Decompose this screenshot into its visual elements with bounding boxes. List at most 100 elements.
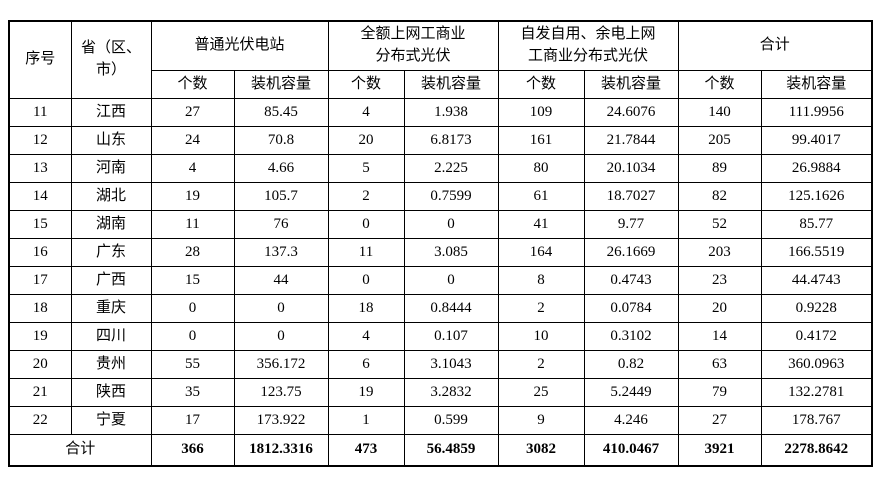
cell-value: 80 bbox=[497, 154, 585, 183]
total-value: 56.4859 bbox=[403, 434, 499, 467]
cell-value: 140 bbox=[677, 98, 762, 127]
cell-value: 0 bbox=[327, 210, 405, 239]
cell-value: 10 bbox=[497, 322, 585, 351]
cell-value: 9 bbox=[497, 406, 585, 435]
cell-province: 河南 bbox=[70, 154, 152, 183]
header-group-ordinary-pv: 普通光伏电站 bbox=[150, 20, 329, 71]
cell-value: 2 bbox=[497, 294, 585, 323]
header-group-full-grid-pv: 全额上网工商业 分布式光伏 bbox=[327, 20, 499, 71]
cell-value: 99.4017 bbox=[760, 126, 873, 155]
table-header: 序号 省（区、 市） 普通光伏电站 全额上网工商业 分布式光伏 自发自用、余电上… bbox=[8, 20, 873, 99]
cell-value: 0.599 bbox=[403, 406, 499, 435]
cell-index: 17 bbox=[8, 266, 72, 295]
cell-value: 44.4743 bbox=[760, 266, 873, 295]
cell-value: 3.085 bbox=[403, 238, 499, 267]
cell-value: 70.8 bbox=[233, 126, 329, 155]
sub-header-count: 个数 bbox=[327, 70, 405, 99]
cell-province: 陕西 bbox=[70, 378, 152, 407]
cell-value: 356.172 bbox=[233, 350, 329, 379]
cell-value: 85.45 bbox=[233, 98, 329, 127]
cell-index: 19 bbox=[8, 322, 72, 351]
cell-value: 2 bbox=[327, 182, 405, 211]
cell-value: 0 bbox=[403, 210, 499, 239]
header-cell-index: 序号 bbox=[8, 20, 72, 99]
cell-value: 132.2781 bbox=[760, 378, 873, 407]
cell-index: 20 bbox=[8, 350, 72, 379]
cell-value: 4.66 bbox=[233, 154, 329, 183]
total-row: 合计 366 1812.3316 473 56.4859 3082 410.0467 3921… bbox=[8, 434, 873, 467]
table-row: 12 山东 24 70.8 20 6.8173 161 21.7844 205 99.4017 bbox=[8, 126, 873, 155]
cell-value: 23 bbox=[677, 266, 762, 295]
sub-header-capacity: 装机容量 bbox=[403, 70, 499, 99]
table-row: 22 宁夏 17 173.922 1 0.599 9 4.246 27 178.767 bbox=[8, 406, 873, 435]
cell-value: 19 bbox=[327, 378, 405, 407]
cell-value: 18.7027 bbox=[583, 182, 679, 211]
cell-value: 0.0784 bbox=[583, 294, 679, 323]
table-row: 20 贵州 55 356.172 6 3.1043 2 0.82 63 360.0963 bbox=[8, 350, 873, 379]
cell-value: 18 bbox=[327, 294, 405, 323]
cell-value: 27 bbox=[677, 406, 762, 435]
table-row: 21 陕西 35 123.75 19 3.2832 25 5.2449 79 132.2781 bbox=[8, 378, 873, 407]
cell-value: 28 bbox=[150, 238, 235, 267]
cell-value: 4 bbox=[150, 154, 235, 183]
cell-value: 4 bbox=[327, 322, 405, 351]
cell-province: 江西 bbox=[70, 98, 152, 127]
cell-value: 161 bbox=[497, 126, 585, 155]
cell-value: 0 bbox=[233, 322, 329, 351]
cell-value: 63 bbox=[677, 350, 762, 379]
cell-value: 0 bbox=[403, 266, 499, 295]
cell-value: 3.2832 bbox=[403, 378, 499, 407]
cell-value: 109 bbox=[497, 98, 585, 127]
sub-header-count: 个数 bbox=[677, 70, 762, 99]
cell-value: 166.5519 bbox=[760, 238, 873, 267]
cell-value: 3.1043 bbox=[403, 350, 499, 379]
cell-value: 137.3 bbox=[233, 238, 329, 267]
cell-province: 山东 bbox=[70, 126, 152, 155]
cell-value: 205 bbox=[677, 126, 762, 155]
cell-value: 61 bbox=[497, 182, 585, 211]
cell-value: 0.4172 bbox=[760, 322, 873, 351]
cell-value: 79 bbox=[677, 378, 762, 407]
cell-value: 0 bbox=[150, 322, 235, 351]
cell-value: 0.8444 bbox=[403, 294, 499, 323]
sub-header-capacity: 装机容量 bbox=[583, 70, 679, 99]
cell-value: 89 bbox=[677, 154, 762, 183]
cell-value: 20.1034 bbox=[583, 154, 679, 183]
cell-value: 82 bbox=[677, 182, 762, 211]
pv-stations-table: 序号 省（区、 市） 普通光伏电站 全额上网工商业 分布式光伏 自发自用、余电上… bbox=[8, 20, 874, 467]
cell-value: 5 bbox=[327, 154, 405, 183]
cell-index: 14 bbox=[8, 182, 72, 211]
cell-value: 173.922 bbox=[233, 406, 329, 435]
cell-value: 203 bbox=[677, 238, 762, 267]
cell-province: 四川 bbox=[70, 322, 152, 351]
cell-value: 35 bbox=[150, 378, 235, 407]
cell-value: 178.767 bbox=[760, 406, 873, 435]
cell-value: 0 bbox=[327, 266, 405, 295]
cell-value: 4 bbox=[327, 98, 405, 127]
header-cell-province: 省（区、 市） bbox=[70, 20, 152, 99]
total-value: 473 bbox=[327, 434, 405, 467]
cell-value: 2 bbox=[497, 350, 585, 379]
total-value: 3082 bbox=[497, 434, 585, 467]
cell-value: 8 bbox=[497, 266, 585, 295]
cell-index: 13 bbox=[8, 154, 72, 183]
cell-index: 22 bbox=[8, 406, 72, 435]
cell-value: 0.3102 bbox=[583, 322, 679, 351]
sub-header-row: 个数 装机容量 个数 装机容量 个数 装机容量 个数 装机容量 bbox=[9, 70, 873, 99]
sub-header-count: 个数 bbox=[150, 70, 235, 99]
cell-value: 55 bbox=[150, 350, 235, 379]
header-group-total: 合计 bbox=[677, 20, 873, 71]
cell-value: 11 bbox=[327, 238, 405, 267]
cell-index: 11 bbox=[8, 98, 72, 127]
cell-value: 15 bbox=[150, 266, 235, 295]
group-header-row: 序号 省（区、 市） 普通光伏电站 全额上网工商业 分布式光伏 自发自用、余电上… bbox=[8, 20, 873, 99]
total-value: 410.0467 bbox=[583, 434, 679, 467]
cell-province: 广东 bbox=[70, 238, 152, 267]
cell-province: 湖南 bbox=[70, 210, 152, 239]
cell-index: 12 bbox=[8, 126, 72, 155]
sub-header-capacity: 装机容量 bbox=[233, 70, 329, 99]
cell-value: 9.77 bbox=[583, 210, 679, 239]
cell-value: 24.6076 bbox=[583, 98, 679, 127]
total-label: 合计 bbox=[8, 434, 152, 467]
cell-value: 19 bbox=[150, 182, 235, 211]
